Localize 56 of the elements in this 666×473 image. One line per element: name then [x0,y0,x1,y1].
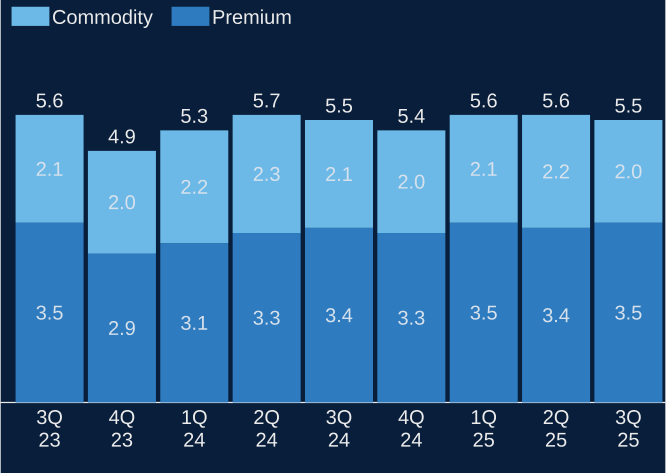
data-label: 3.5 [36,306,63,320]
data-label: 2.3 [254,166,280,182]
total-label: 5.6 [36,93,63,108]
bar [232,233,301,403]
bar [304,120,373,228]
x-tick-label: 4Q 23 [109,410,134,447]
data-label: 2.1 [470,162,497,176]
bar [232,114,301,234]
bar [16,114,84,223]
bar [16,222,84,403]
data-label: 2.0 [398,174,424,189]
x-tick-label: 2Q 25 [544,410,568,447]
data-label: 2.9 [109,320,135,336]
data-label: 3.3 [398,310,424,325]
total-label: 5.3 [181,108,208,123]
data-label: 2.0 [109,195,136,210]
total-label: 5.6 [470,93,497,108]
bar [522,114,590,228]
total-label: 4.9 [108,129,135,144]
x-tick-label: 1Q 24 [182,410,207,447]
bar [450,222,518,403]
data-label: 2.1 [36,162,62,176]
data-label: 2.2 [181,180,208,194]
data-label: 3.5 [615,306,642,320]
data-label: 2.2 [543,164,569,178]
bar [594,222,662,403]
x-tick-label: 3Q 25 [616,410,641,447]
x-tick-label: 1Q 25 [472,410,496,447]
data-label: 3.4 [326,308,352,322]
bar [88,150,156,254]
data-label: 2.0 [616,164,642,178]
data-label: 3.1 [181,316,208,330]
total-label: 5.7 [254,94,280,108]
total-label: 5.5 [326,98,352,113]
data-label: 3.5 [470,306,497,320]
bar [160,243,228,403]
bar [594,120,662,223]
data-label: 3.4 [542,308,570,322]
legend-label: Premium [214,9,291,24]
data-label: 2.1 [326,166,352,181]
total-label: 5.4 [398,109,425,123]
x-tick-label: 3Q 24 [326,410,352,447]
x-tick-label: 2Q 24 [254,410,279,447]
x-tick-label: 3Q 23 [37,410,62,447]
legend-label: Commodity [53,9,153,28]
bar [377,130,446,234]
bar [160,130,228,244]
bar [377,233,446,403]
total-label: 5.5 [615,98,642,113]
data-label: 3.3 [254,310,280,325]
x-tick-label: 4Q 24 [398,410,424,447]
bar [88,254,156,403]
bar [304,228,373,403]
bar [450,114,518,223]
bar [522,228,590,403]
total-label: 5.6 [542,93,570,108]
